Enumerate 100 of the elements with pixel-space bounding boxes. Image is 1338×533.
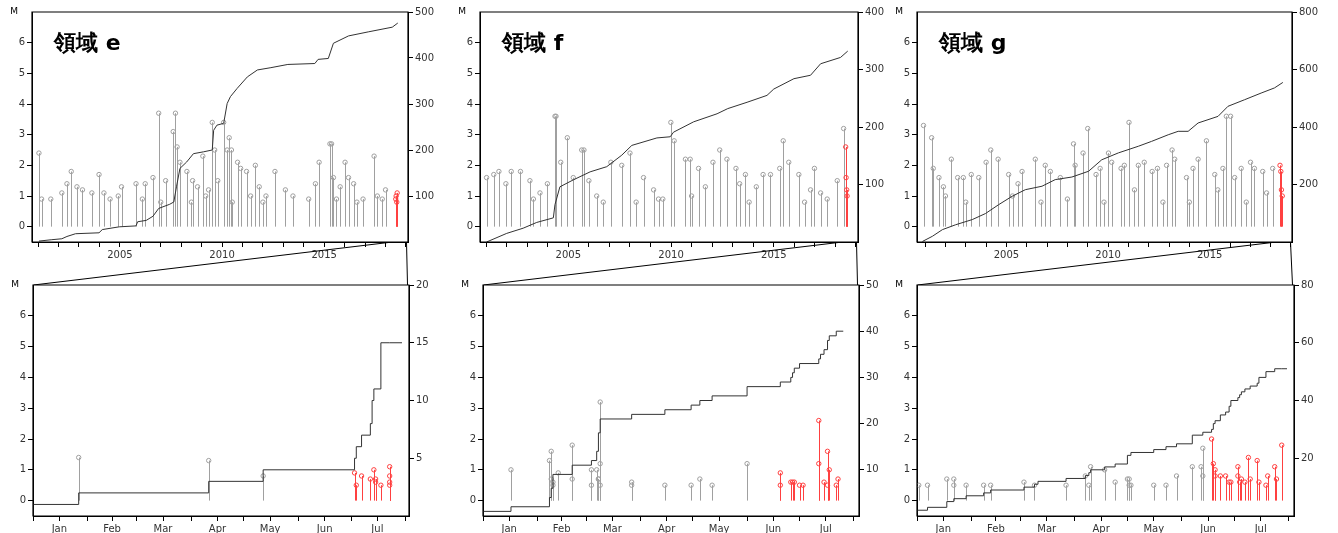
x-tick-label: 2010 — [209, 248, 235, 260]
x-tick-label: Jan — [50, 522, 68, 533]
y-tick-label: 2 — [19, 432, 26, 444]
y-tick-label: 4 — [19, 370, 26, 382]
y2-tick-label: 200 — [865, 120, 885, 132]
y-axis-title: M — [11, 279, 19, 290]
x-tick-label: 2010 — [1095, 248, 1121, 260]
y-tick-label: 4 — [903, 97, 910, 109]
y-tick-label: 5 — [903, 340, 910, 352]
text: 領域 f — [501, 30, 564, 55]
x-tick-label: Mar — [1037, 522, 1058, 533]
x-tick-label: 2005 — [993, 248, 1020, 260]
x-tick-label: 2015 — [1196, 248, 1223, 260]
x-tick-label: Jul — [370, 522, 384, 533]
x-tick-label: Feb — [552, 522, 571, 533]
y2-tick-label: 30 — [866, 370, 879, 382]
y2-tick-label: 300 — [415, 97, 435, 109]
y-tick-label: 1 — [19, 463, 26, 475]
x-tick-label: Jun — [315, 522, 333, 533]
y2-tick-label: 20 — [866, 417, 879, 429]
y-tick-label: 5 — [466, 66, 473, 78]
y2-tick-label: 400 — [1299, 120, 1319, 132]
y-tick-label: 5 — [469, 340, 476, 352]
x-tick-label: May — [1143, 522, 1165, 533]
y-tick-label: 3 — [466, 128, 473, 140]
y-tick-label: 6 — [19, 309, 26, 321]
y-tick-label: 5 — [903, 66, 910, 78]
y-tick-label: 0 — [18, 220, 25, 232]
y-tick-label: 3 — [903, 401, 910, 413]
y2-tick-label: 15 — [416, 336, 429, 348]
y2-tick-label: 500 — [415, 5, 435, 17]
y-tick-label: 4 — [466, 97, 473, 109]
x-tick-label: 2010 — [658, 248, 684, 260]
y-tick-label: 1 — [903, 189, 910, 201]
y2-tick-label: 400 — [865, 5, 885, 17]
y2-tick-label: 40 — [866, 324, 879, 336]
x-tick-label: Apr — [657, 522, 677, 533]
y2-tick-label: 400 — [415, 51, 435, 63]
y-tick-label: 4 — [469, 370, 476, 382]
y-tick-label: 2 — [903, 432, 910, 444]
y-tick-label: 6 — [903, 36, 910, 48]
x-tick-label: Mar — [153, 522, 174, 533]
y-tick-label: 0 — [19, 494, 26, 506]
text: 領域 e — [53, 30, 121, 55]
y2-tick-label: 20 — [1301, 451, 1314, 463]
y-tick-label: 0 — [466, 220, 473, 232]
y2-tick-label: 5 — [416, 451, 423, 463]
y-axis-title: M — [461, 279, 469, 290]
y2-tick-label: 100 — [865, 178, 885, 190]
y-axis-title: M — [10, 6, 18, 17]
y-tick-label: 3 — [19, 401, 26, 413]
y2-tick-label: 20 — [416, 278, 429, 290]
y2-tick-label: 80 — [1301, 278, 1314, 290]
x-tick-label: Feb — [987, 522, 1005, 533]
y-tick-label: 3 — [469, 401, 476, 413]
y-tick-label: 5 — [18, 66, 25, 78]
x-tick-label: Jan — [934, 522, 952, 533]
y2-tick-label: 300 — [865, 63, 885, 75]
x-tick-label: 2015 — [311, 248, 337, 260]
x-tick-label: Mar — [602, 522, 623, 533]
y-axis-title: M — [458, 6, 466, 17]
y-tick-label: 1 — [466, 189, 473, 201]
y2-tick-label: 100 — [415, 189, 435, 201]
x-tick-label: Feb — [103, 522, 121, 533]
y-tick-label: 2 — [466, 158, 473, 170]
y-tick-label: 0 — [903, 494, 910, 506]
x-tick-label: Jan — [500, 522, 517, 533]
y2-tick-label: 200 — [415, 143, 435, 155]
y2-tick-label: 600 — [1299, 63, 1319, 75]
y-tick-label: 0 — [469, 494, 476, 506]
y-tick-label: 2 — [18, 158, 25, 170]
x-tick-label: Apr — [1092, 522, 1111, 533]
x-tick-label: Apr — [208, 522, 228, 533]
y2-tick-label: 10 — [416, 394, 429, 406]
y-tick-label: 3 — [903, 128, 910, 140]
y-tick-label: 1 — [469, 463, 476, 475]
y-tick-label: 1 — [18, 189, 25, 201]
x-tick-label: 2015 — [761, 248, 787, 260]
x-tick-label: 2005 — [107, 248, 133, 260]
y-tick-label: 6 — [18, 36, 25, 48]
x-tick-label: Jun — [764, 522, 782, 533]
x-tick-label: May — [259, 522, 281, 533]
x-tick-label: 2005 — [555, 248, 582, 260]
y2-tick-label: 60 — [1301, 336, 1314, 348]
y2-tick-label: 50 — [866, 278, 879, 290]
y-axis-title: M — [895, 279, 903, 290]
y-tick-label: 6 — [466, 36, 473, 48]
y-tick-label: 4 — [18, 97, 25, 109]
x-tick-label: May — [708, 522, 730, 533]
y-tick-label: 2 — [469, 432, 476, 444]
y-tick-label: 6 — [469, 309, 476, 321]
y-tick-label: 3 — [18, 128, 25, 140]
y-tick-label: 1 — [903, 463, 910, 475]
y-tick-label: 5 — [19, 340, 26, 352]
x-tick-label: Jul — [1253, 522, 1267, 533]
text: 領域 g — [938, 30, 1007, 55]
y2-tick-label: 10 — [866, 463, 879, 475]
y-tick-label: 2 — [903, 158, 910, 170]
y2-tick-label: 40 — [1301, 394, 1314, 406]
y-tick-label: 4 — [903, 370, 910, 382]
